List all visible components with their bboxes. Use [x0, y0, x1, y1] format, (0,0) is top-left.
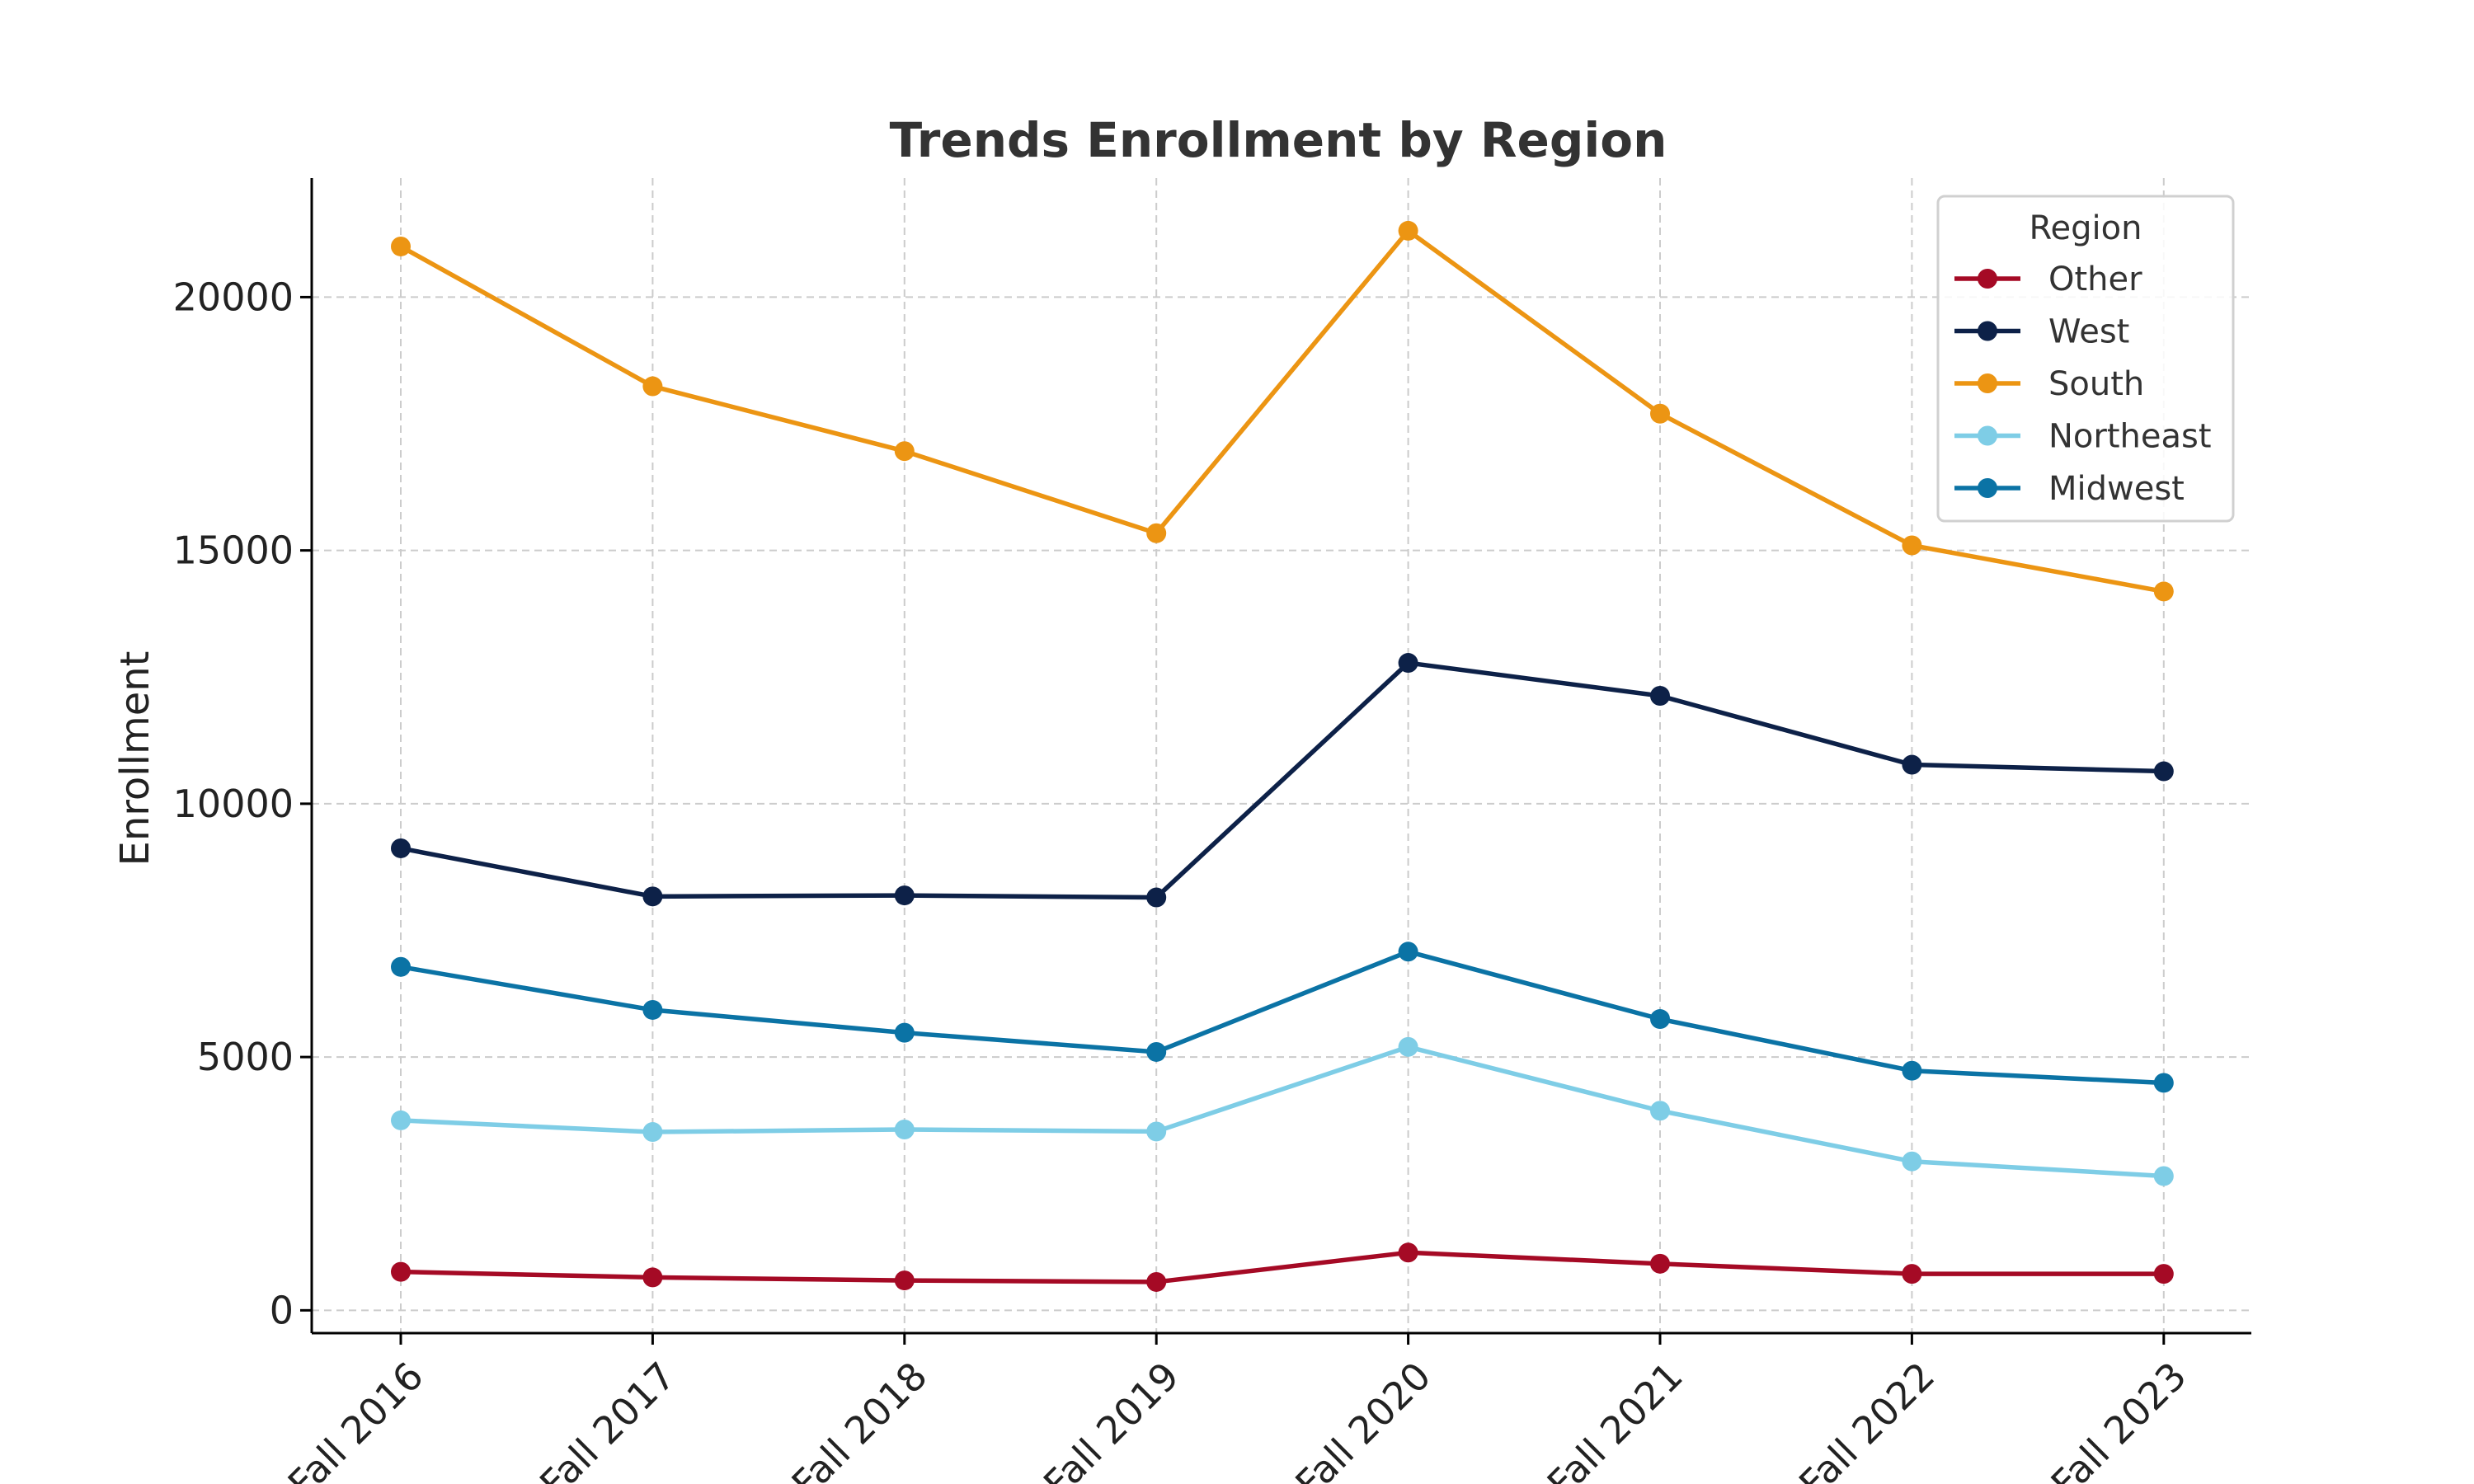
series-west — [391, 653, 2174, 908]
y-tick-label: 10000 — [173, 782, 294, 826]
data-point-west — [1146, 887, 1167, 908]
y-tick-label: 0 — [270, 1288, 294, 1332]
y-tick-label: 20000 — [173, 275, 294, 319]
data-point-other — [1902, 1264, 1922, 1284]
legend: Region Other West South Northeast Midwest — [1936, 195, 2235, 523]
data-point-south — [1146, 523, 1167, 543]
x-tick-label: Fall 2016 — [280, 1354, 432, 1484]
legend-label: Other — [2048, 261, 2142, 298]
series-line-northeast — [400, 1045, 2164, 1179]
data-point-other — [391, 1261, 411, 1282]
data-point-midwest — [1398, 942, 1418, 962]
legend-swatch-marker — [1978, 425, 1997, 446]
series-group — [391, 220, 2174, 1292]
tick-labels: Fall 2016 Fall 2017 Fall 2018 Fall 2019 Fall… — [173, 275, 2195, 1484]
legend-item-northeast: Northeast — [1954, 418, 2212, 456]
data-point-south — [391, 236, 411, 256]
data-point-midwest — [1902, 1060, 1922, 1081]
data-point-south — [1398, 220, 1418, 241]
data-point-midwest — [2153, 1073, 2174, 1093]
series-line-south — [399, 228, 2165, 594]
data-point-west — [894, 885, 915, 906]
x-tick-label: Fall 2021 — [1539, 1354, 1691, 1484]
data-point-other — [1650, 1253, 1670, 1274]
x-tick-label: Fall 2019 — [1035, 1354, 1188, 1484]
series-midwest — [391, 942, 2174, 1093]
legend-title: Region — [2030, 209, 2142, 247]
data-point-west — [642, 886, 663, 907]
legend-swatch-marker — [1978, 321, 1997, 341]
data-point-south — [642, 376, 663, 397]
data-point-south — [894, 441, 915, 462]
data-point-south — [1902, 535, 1922, 556]
legend-item-midwest: Midwest — [1954, 470, 2185, 508]
legend-items: Other West South Northeast Midwest — [1954, 261, 2212, 508]
data-point-midwest — [642, 999, 663, 1020]
data-point-other — [894, 1270, 915, 1291]
data-point-west — [2153, 761, 2174, 782]
data-point-northeast — [391, 1110, 411, 1130]
data-point-northeast — [642, 1122, 663, 1143]
series-northeast — [391, 1036, 2174, 1186]
data-point-northeast — [1146, 1121, 1167, 1142]
legend-label: Midwest — [2048, 470, 2185, 508]
legend-swatch-marker — [1978, 269, 1997, 289]
data-point-west — [1902, 754, 1922, 775]
series-south — [391, 220, 2174, 602]
data-point-south — [2153, 581, 2174, 602]
x-tick-label: Fall 2023 — [2043, 1354, 2195, 1484]
series-line-midwest — [400, 949, 2164, 1086]
data-point-other — [642, 1267, 663, 1288]
y-tick-label: 5000 — [197, 1035, 294, 1079]
legend-swatch-marker — [1978, 373, 1997, 393]
data-point-west — [391, 838, 411, 858]
legend-swatch-marker — [1978, 478, 1997, 498]
data-point-northeast — [894, 1119, 915, 1139]
data-point-other — [2153, 1264, 2174, 1284]
data-point-other — [1146, 1271, 1167, 1292]
data-point-midwest — [894, 1022, 915, 1043]
data-point-midwest — [1146, 1041, 1167, 1062]
data-point-northeast — [1650, 1101, 1670, 1121]
axes — [300, 178, 2251, 1345]
legend-item-west: West — [1954, 313, 2129, 351]
x-tick-label: Fall 2020 — [1286, 1354, 1439, 1484]
data-point-other — [1398, 1242, 1418, 1263]
data-point-midwest — [391, 956, 411, 977]
data-point-west — [1398, 653, 1418, 674]
data-point-northeast — [2153, 1166, 2174, 1186]
data-point-south — [1650, 403, 1670, 424]
x-tick-label: Fall 2018 — [783, 1354, 936, 1484]
chart-title: Trends Enrollment by Region — [890, 112, 1667, 168]
x-tick-label: Fall 2017 — [531, 1354, 684, 1484]
x-tick-label: Fall 2022 — [1790, 1354, 1943, 1484]
data-point-northeast — [1398, 1036, 1418, 1057]
series-line-west — [400, 660, 2164, 900]
legend-label: West — [2048, 313, 2129, 351]
series-other — [391, 1242, 2174, 1292]
data-point-northeast — [1902, 1151, 1922, 1172]
legend-label: South — [2048, 365, 2144, 403]
data-point-midwest — [1650, 1009, 1670, 1030]
y-tick-label: 15000 — [173, 528, 294, 573]
y-axis-label: Enrollment — [112, 651, 158, 866]
legend-label: Northeast — [2048, 418, 2212, 456]
legend-item-south: South — [1954, 365, 2144, 403]
legend-item-other: Other — [1954, 261, 2142, 298]
series-line-other — [400, 1250, 2164, 1284]
data-point-west — [1650, 685, 1670, 706]
